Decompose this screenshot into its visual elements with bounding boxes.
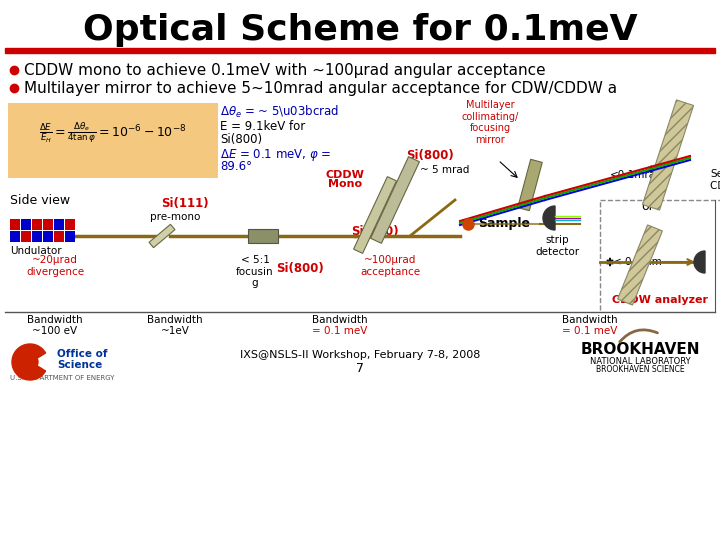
Text: Sample: Sample — [478, 218, 530, 231]
Text: ~20μrad
divergence: ~20μrad divergence — [26, 255, 84, 276]
Text: Bandwidth: Bandwidth — [312, 315, 368, 325]
Text: Mono: Mono — [328, 179, 362, 189]
Wedge shape — [20, 352, 39, 372]
Polygon shape — [149, 224, 175, 248]
Text: ~1eV: ~1eV — [161, 326, 189, 336]
Text: $\Delta E$ = 0.1 meV, $\varphi$ =: $\Delta E$ = 0.1 meV, $\varphi$ = — [220, 147, 331, 163]
Bar — [32, 219, 42, 230]
Text: Undulator: Undulator — [10, 246, 62, 256]
Text: < 5:1
focusin
g: < 5:1 focusin g — [236, 255, 274, 288]
Text: CDDW: CDDW — [325, 170, 364, 180]
Bar — [10, 219, 20, 230]
Text: NATIONAL LABORATORY: NATIONAL LABORATORY — [590, 356, 690, 366]
Wedge shape — [543, 206, 555, 230]
Bar — [21, 219, 31, 230]
Text: ~ 5 mrad: ~ 5 mrad — [420, 165, 469, 175]
Bar — [65, 231, 75, 242]
Text: E = 9.1keV for: E = 9.1keV for — [220, 120, 305, 133]
Polygon shape — [642, 100, 693, 210]
Text: Si(800): Si(800) — [276, 262, 324, 275]
Bar — [32, 231, 42, 242]
Text: Multilayer mirror to achieve 5~10mrad angular acceptance for CDW/CDDW a: Multilayer mirror to achieve 5~10mrad an… — [24, 80, 617, 96]
Text: IXS@NSLS-II Workshop, February 7-8, 2008: IXS@NSLS-II Workshop, February 7-8, 2008 — [240, 350, 480, 360]
Text: ~100μrad
acceptance: ~100μrad acceptance — [360, 255, 420, 276]
Text: Segmented
CDW analyzer: Segmented CDW analyzer — [710, 169, 720, 191]
Text: Si(220): Si(220) — [351, 225, 399, 238]
Text: strip
detector: strip detector — [535, 235, 579, 256]
Bar — [43, 219, 53, 230]
Polygon shape — [518, 159, 542, 211]
Text: Optical Scheme for 0.1meV: Optical Scheme for 0.1meV — [83, 13, 637, 47]
Text: Si(800): Si(800) — [220, 132, 262, 145]
Bar — [21, 231, 31, 242]
Wedge shape — [12, 344, 45, 380]
Bar — [43, 231, 53, 242]
Polygon shape — [354, 177, 397, 253]
Bar — [54, 231, 64, 242]
Text: ~100 eV: ~100 eV — [32, 326, 78, 336]
Text: BROOKHAVEN SCIENCE: BROOKHAVEN SCIENCE — [595, 366, 684, 375]
Polygon shape — [371, 157, 420, 244]
Text: BROOKHAVEN: BROOKHAVEN — [580, 341, 700, 356]
Bar — [10, 231, 20, 242]
Text: CDDW mono to achieve 0.1meV with ~100μrad angular acceptance: CDDW mono to achieve 0.1meV with ~100μra… — [24, 63, 546, 78]
Text: Science: Science — [57, 360, 102, 370]
Text: = 0.1 meV: = 0.1 meV — [562, 326, 618, 336]
Text: $\Delta\theta_e$ = ~ 5\u03bcrad: $\Delta\theta_e$ = ~ 5\u03bcrad — [220, 104, 339, 120]
Text: Office of: Office of — [57, 349, 107, 359]
Text: Bandwidth: Bandwidth — [27, 315, 83, 325]
Text: <0.1mrad: <0.1mrad — [610, 170, 662, 180]
Text: < 0.1mm: < 0.1mm — [613, 257, 662, 267]
Text: 7: 7 — [356, 361, 364, 375]
Wedge shape — [22, 354, 38, 370]
Text: Multilayer
collimating/
focusing
mirror: Multilayer collimating/ focusing mirror — [462, 100, 518, 145]
Text: Side view: Side view — [10, 193, 70, 206]
Wedge shape — [16, 348, 42, 376]
Bar — [8, 103, 218, 178]
Polygon shape — [618, 225, 662, 305]
Text: CDDW analyzer: CDDW analyzer — [612, 295, 708, 305]
Text: Si(111): Si(111) — [161, 197, 209, 210]
Text: Si(800): Si(800) — [406, 149, 454, 162]
Wedge shape — [694, 251, 705, 273]
Text: or: or — [642, 200, 654, 213]
Bar — [65, 219, 75, 230]
Text: U.S. DEPARTMENT OF ENERGY: U.S. DEPARTMENT OF ENERGY — [10, 375, 114, 381]
Bar — [5, 48, 715, 53]
Text: = 0.1 meV: = 0.1 meV — [312, 326, 368, 336]
Bar — [248, 229, 278, 243]
Text: Bandwidth: Bandwidth — [562, 315, 618, 325]
Text: $\frac{\Delta E}{E_H} = \frac{\Delta\theta_e}{4\tan\varphi} = 10^{-6} - 10^{-8}$: $\frac{\Delta E}{E_H} = \frac{\Delta\the… — [40, 120, 186, 145]
Text: Bandwidth: Bandwidth — [147, 315, 203, 325]
FancyArrowPatch shape — [620, 330, 657, 342]
Text: pre-mono: pre-mono — [150, 212, 200, 222]
Bar — [54, 219, 64, 230]
Text: 89.6°: 89.6° — [220, 160, 252, 173]
